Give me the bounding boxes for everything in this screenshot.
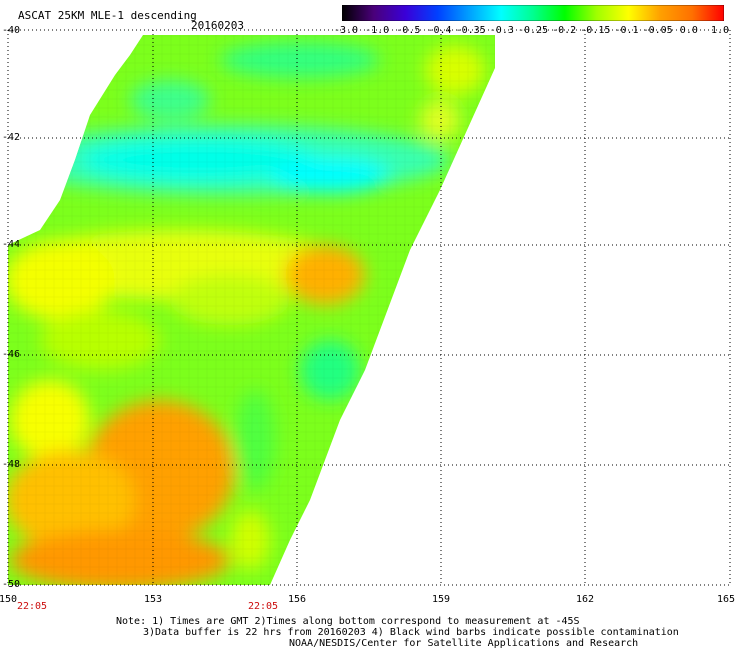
lon-label-159: 159 [431, 594, 451, 605]
time-label-end: 22:05 [247, 601, 279, 612]
colorbar-label: -0.3 [489, 25, 514, 36]
map-grid [7, 29, 731, 586]
colorbar-label: -0.35 [455, 25, 486, 36]
lon-label-150: 150 [0, 594, 18, 605]
colorbar-gradient [342, 5, 724, 21]
map-date: 20160203 [191, 19, 244, 32]
lat-label-48: -48 [2, 459, 21, 470]
note-line-2: 3)Data buffer is 22 hrs from 20160203 4)… [143, 627, 679, 638]
lat-label-50: -50 [2, 579, 21, 590]
colorbar-label: -3.0 [333, 25, 359, 36]
note-line-3: NOAA/NESDIS/Center for Satellite Applica… [289, 638, 639, 649]
colorbar-label: -0.4 [427, 25, 452, 36]
lat-label-46: -46 [2, 349, 21, 360]
colorbar-label: -1.0 [365, 25, 390, 36]
note-line-1: Note: 1) Times are GMT 2)Times along bot… [116, 616, 580, 627]
lon-label-153: 153 [143, 594, 163, 605]
wind-data-swath [8, 35, 495, 585]
lon-label-162: 162 [575, 594, 595, 605]
colorbar-label: -0.15 [580, 25, 611, 36]
colorbar-label: -0.05 [642, 25, 673, 36]
lat-label-44: -44 [2, 239, 21, 250]
lon-label-156: 156 [287, 594, 307, 605]
time-label-start: 22:05 [16, 601, 48, 612]
colorbar-label: -0.1 [614, 25, 639, 36]
lon-label-165: 165 [716, 594, 736, 605]
colorbar [342, 5, 724, 21]
lat-label-42: -42 [2, 132, 21, 143]
lat-label-40: -40 [2, 25, 21, 36]
map-title: ASCAT 25KM MLE-1 descending [18, 9, 197, 22]
